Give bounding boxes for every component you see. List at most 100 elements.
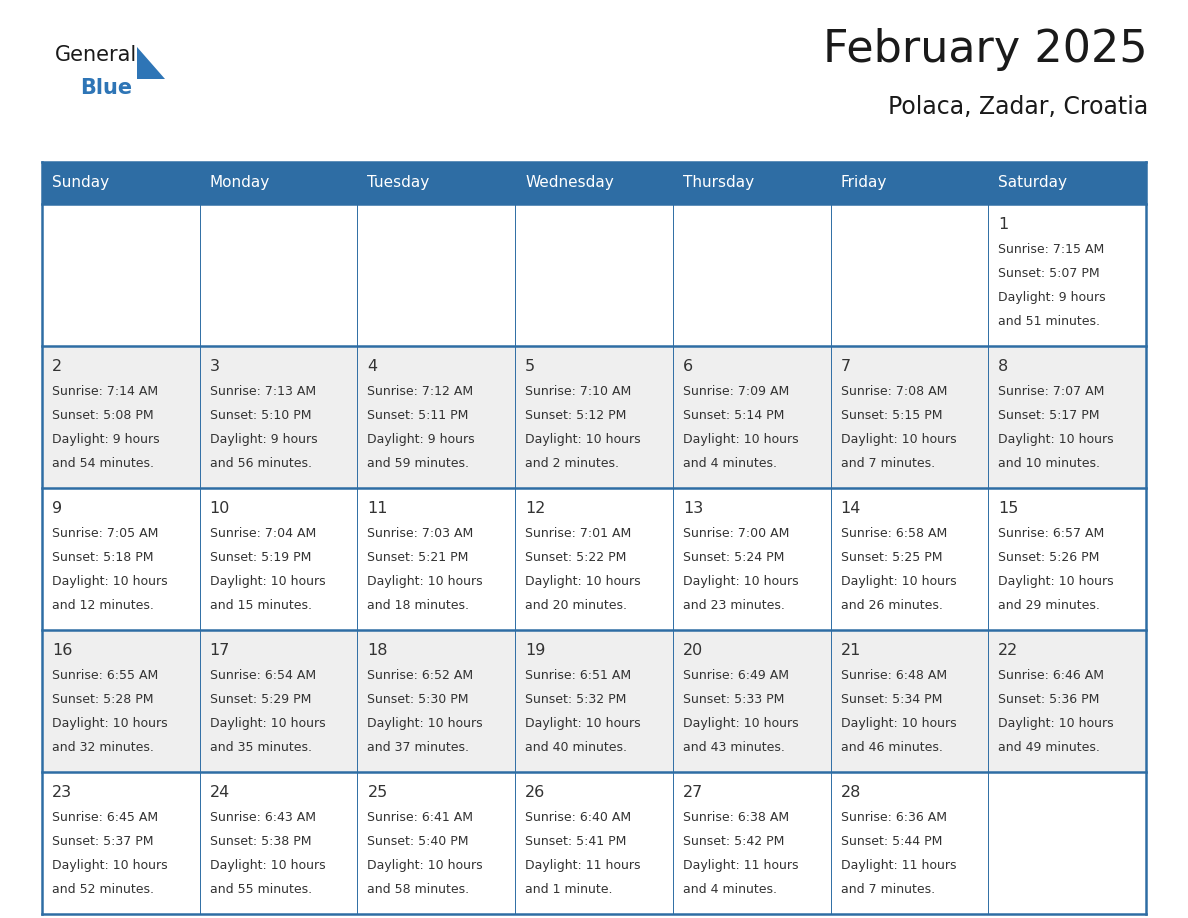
Text: Daylight: 10 hours: Daylight: 10 hours bbox=[210, 717, 326, 730]
Text: and 32 minutes.: and 32 minutes. bbox=[52, 741, 154, 754]
Text: 23: 23 bbox=[52, 785, 72, 800]
Text: and 18 minutes.: and 18 minutes. bbox=[367, 599, 469, 612]
Text: and 4 minutes.: and 4 minutes. bbox=[683, 457, 777, 470]
Bar bbox=[42, 346, 1146, 488]
Text: Sunset: 5:32 PM: Sunset: 5:32 PM bbox=[525, 693, 626, 706]
Text: and 58 minutes.: and 58 minutes. bbox=[367, 883, 469, 896]
Text: Sunrise: 6:40 AM: Sunrise: 6:40 AM bbox=[525, 811, 631, 824]
Text: Sunrise: 6:51 AM: Sunrise: 6:51 AM bbox=[525, 669, 631, 682]
Text: Sunset: 5:40 PM: Sunset: 5:40 PM bbox=[367, 835, 469, 848]
Text: Daylight: 9 hours: Daylight: 9 hours bbox=[52, 433, 159, 446]
Text: and 2 minutes.: and 2 minutes. bbox=[525, 457, 619, 470]
Text: Sunrise: 7:04 AM: Sunrise: 7:04 AM bbox=[210, 527, 316, 540]
Text: and 35 minutes.: and 35 minutes. bbox=[210, 741, 311, 754]
Text: Sunset: 5:44 PM: Sunset: 5:44 PM bbox=[841, 835, 942, 848]
Text: and 37 minutes.: and 37 minutes. bbox=[367, 741, 469, 754]
Text: and 54 minutes.: and 54 minutes. bbox=[52, 457, 154, 470]
Text: Daylight: 10 hours: Daylight: 10 hours bbox=[525, 717, 640, 730]
Text: 21: 21 bbox=[841, 643, 861, 658]
Text: Sunset: 5:24 PM: Sunset: 5:24 PM bbox=[683, 551, 784, 564]
Text: 22: 22 bbox=[998, 643, 1018, 658]
Text: Daylight: 10 hours: Daylight: 10 hours bbox=[52, 717, 168, 730]
Text: Tuesday: Tuesday bbox=[367, 175, 430, 191]
Text: Sunset: 5:07 PM: Sunset: 5:07 PM bbox=[998, 267, 1100, 280]
Text: Daylight: 10 hours: Daylight: 10 hours bbox=[683, 575, 798, 588]
Text: and 43 minutes.: and 43 minutes. bbox=[683, 741, 785, 754]
Text: and 29 minutes.: and 29 minutes. bbox=[998, 599, 1100, 612]
Text: Thursday: Thursday bbox=[683, 175, 754, 191]
Bar bbox=[42, 162, 1146, 204]
Text: 1: 1 bbox=[998, 217, 1009, 232]
Text: Sunset: 5:29 PM: Sunset: 5:29 PM bbox=[210, 693, 311, 706]
Text: Sunrise: 7:14 AM: Sunrise: 7:14 AM bbox=[52, 385, 158, 398]
Text: Monday: Monday bbox=[210, 175, 270, 191]
Text: Sunrise: 6:38 AM: Sunrise: 6:38 AM bbox=[683, 811, 789, 824]
Text: Blue: Blue bbox=[80, 78, 132, 98]
Text: Sunset: 5:12 PM: Sunset: 5:12 PM bbox=[525, 409, 626, 422]
Text: 16: 16 bbox=[52, 643, 72, 658]
Text: Sunrise: 6:43 AM: Sunrise: 6:43 AM bbox=[210, 811, 316, 824]
Text: Sunset: 5:28 PM: Sunset: 5:28 PM bbox=[52, 693, 153, 706]
Text: 9: 9 bbox=[52, 501, 62, 516]
Text: Sunrise: 7:09 AM: Sunrise: 7:09 AM bbox=[683, 385, 789, 398]
Text: Sunrise: 6:49 AM: Sunrise: 6:49 AM bbox=[683, 669, 789, 682]
Text: 17: 17 bbox=[210, 643, 230, 658]
Text: Sunrise: 7:01 AM: Sunrise: 7:01 AM bbox=[525, 527, 631, 540]
Bar bbox=[42, 630, 1146, 772]
Polygon shape bbox=[137, 47, 165, 79]
Text: 12: 12 bbox=[525, 501, 545, 516]
Text: Sunrise: 6:36 AM: Sunrise: 6:36 AM bbox=[841, 811, 947, 824]
Bar bbox=[42, 772, 1146, 914]
Text: 4: 4 bbox=[367, 359, 378, 374]
Text: Sunset: 5:26 PM: Sunset: 5:26 PM bbox=[998, 551, 1100, 564]
Text: 5: 5 bbox=[525, 359, 536, 374]
Text: Daylight: 9 hours: Daylight: 9 hours bbox=[998, 291, 1106, 304]
Text: 10: 10 bbox=[210, 501, 230, 516]
Text: Sunrise: 7:13 AM: Sunrise: 7:13 AM bbox=[210, 385, 316, 398]
Text: 18: 18 bbox=[367, 643, 388, 658]
Text: 27: 27 bbox=[683, 785, 703, 800]
Text: and 4 minutes.: and 4 minutes. bbox=[683, 883, 777, 896]
Text: 20: 20 bbox=[683, 643, 703, 658]
Text: 2: 2 bbox=[52, 359, 62, 374]
Text: Sunrise: 6:58 AM: Sunrise: 6:58 AM bbox=[841, 527, 947, 540]
Text: Daylight: 10 hours: Daylight: 10 hours bbox=[683, 433, 798, 446]
Text: General: General bbox=[55, 45, 138, 65]
Text: and 49 minutes.: and 49 minutes. bbox=[998, 741, 1100, 754]
Text: and 12 minutes.: and 12 minutes. bbox=[52, 599, 154, 612]
Text: 15: 15 bbox=[998, 501, 1018, 516]
Text: Daylight: 10 hours: Daylight: 10 hours bbox=[841, 575, 956, 588]
Text: Sunrise: 6:41 AM: Sunrise: 6:41 AM bbox=[367, 811, 474, 824]
Text: Daylight: 10 hours: Daylight: 10 hours bbox=[367, 717, 484, 730]
Text: Sunrise: 7:07 AM: Sunrise: 7:07 AM bbox=[998, 385, 1105, 398]
Text: Daylight: 9 hours: Daylight: 9 hours bbox=[210, 433, 317, 446]
Text: Daylight: 10 hours: Daylight: 10 hours bbox=[841, 433, 956, 446]
Text: Sunrise: 6:48 AM: Sunrise: 6:48 AM bbox=[841, 669, 947, 682]
Text: Daylight: 10 hours: Daylight: 10 hours bbox=[998, 433, 1114, 446]
Text: and 51 minutes.: and 51 minutes. bbox=[998, 315, 1100, 328]
Text: Daylight: 10 hours: Daylight: 10 hours bbox=[525, 433, 640, 446]
Text: Sunrise: 6:46 AM: Sunrise: 6:46 AM bbox=[998, 669, 1105, 682]
Text: Daylight: 9 hours: Daylight: 9 hours bbox=[367, 433, 475, 446]
Text: 14: 14 bbox=[841, 501, 861, 516]
Text: and 56 minutes.: and 56 minutes. bbox=[210, 457, 311, 470]
Text: and 15 minutes.: and 15 minutes. bbox=[210, 599, 311, 612]
Text: and 1 minute.: and 1 minute. bbox=[525, 883, 613, 896]
Text: Sunrise: 6:54 AM: Sunrise: 6:54 AM bbox=[210, 669, 316, 682]
Text: 3: 3 bbox=[210, 359, 220, 374]
Text: and 46 minutes.: and 46 minutes. bbox=[841, 741, 942, 754]
Text: Daylight: 11 hours: Daylight: 11 hours bbox=[525, 859, 640, 872]
Text: Sunset: 5:42 PM: Sunset: 5:42 PM bbox=[683, 835, 784, 848]
Text: Sunset: 5:36 PM: Sunset: 5:36 PM bbox=[998, 693, 1100, 706]
Text: and 52 minutes.: and 52 minutes. bbox=[52, 883, 154, 896]
Text: 24: 24 bbox=[210, 785, 230, 800]
Text: Daylight: 10 hours: Daylight: 10 hours bbox=[210, 575, 326, 588]
Text: Sunrise: 7:10 AM: Sunrise: 7:10 AM bbox=[525, 385, 631, 398]
Text: 8: 8 bbox=[998, 359, 1009, 374]
Text: Sunset: 5:41 PM: Sunset: 5:41 PM bbox=[525, 835, 626, 848]
Text: and 7 minutes.: and 7 minutes. bbox=[841, 883, 935, 896]
Text: Sunset: 5:08 PM: Sunset: 5:08 PM bbox=[52, 409, 153, 422]
Text: Sunrise: 7:15 AM: Sunrise: 7:15 AM bbox=[998, 243, 1105, 256]
Text: 11: 11 bbox=[367, 501, 388, 516]
Text: Sunrise: 7:12 AM: Sunrise: 7:12 AM bbox=[367, 385, 474, 398]
